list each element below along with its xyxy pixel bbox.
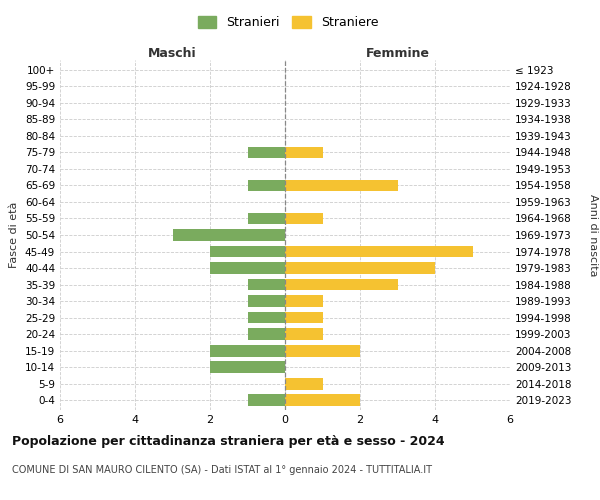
Bar	[248, 180, 285, 192]
Bar	[285, 146, 323, 158]
Bar	[248, 295, 285, 307]
Bar	[210, 361, 285, 373]
Bar	[210, 246, 285, 258]
Bar	[248, 212, 285, 224]
Bar	[248, 146, 285, 158]
Text: Femmine: Femmine	[365, 47, 430, 60]
Text: COMUNE DI SAN MAURO CILENTO (SA) - Dati ISTAT al 1° gennaio 2024 - TUTTITALIA.IT: COMUNE DI SAN MAURO CILENTO (SA) - Dati …	[12, 465, 432, 475]
Bar	[248, 312, 285, 324]
Bar	[173, 229, 285, 241]
Text: Popolazione per cittadinanza straniera per età e sesso - 2024: Popolazione per cittadinanza straniera p…	[12, 435, 445, 448]
Bar	[248, 328, 285, 340]
Bar	[285, 378, 323, 390]
Bar	[285, 262, 435, 274]
Bar	[285, 394, 360, 406]
Y-axis label: Anni di nascita: Anni di nascita	[588, 194, 598, 276]
Bar	[285, 180, 398, 192]
Bar	[285, 344, 360, 356]
Bar	[248, 394, 285, 406]
Bar	[285, 246, 473, 258]
Bar	[285, 312, 323, 324]
Bar	[210, 262, 285, 274]
Text: Maschi: Maschi	[148, 47, 197, 60]
Bar	[210, 344, 285, 356]
Bar	[248, 278, 285, 290]
Y-axis label: Fasce di età: Fasce di età	[10, 202, 19, 268]
Bar	[285, 328, 323, 340]
Bar	[285, 278, 398, 290]
Bar	[285, 212, 323, 224]
Legend: Stranieri, Straniere: Stranieri, Straniere	[193, 11, 383, 34]
Bar	[285, 295, 323, 307]
